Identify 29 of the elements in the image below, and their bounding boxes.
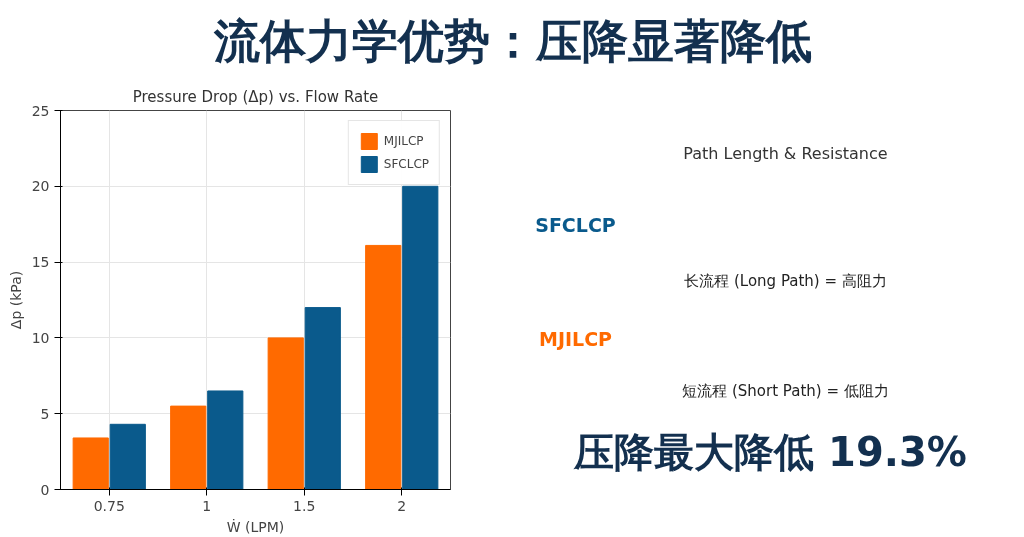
y-tick-label: 10 <box>31 329 50 346</box>
y-tick-label: 0 <box>40 481 50 498</box>
bar <box>109 423 146 490</box>
x-tick-label: 2 <box>397 497 407 514</box>
bar <box>267 337 304 490</box>
text: 流体力学优势：压降显著降低 <box>212 13 812 68</box>
y-tick-label: 15 <box>31 254 50 271</box>
bar <box>170 405 207 490</box>
text: Path Length & Resistance <box>683 144 888 164</box>
text: SFCLCP <box>535 213 616 236</box>
text: 短流程 (Short Path) = 低阻力 <box>682 381 889 400</box>
chart-title: Pressure Drop (Δp) vs. Flow Rate <box>132 87 379 106</box>
legend-label: MJILCP <box>383 134 424 148</box>
x-tick-label: 1.5 <box>293 497 316 514</box>
bar <box>304 307 341 490</box>
x-axis-title: Ẇ (LPM) <box>226 517 285 535</box>
bar <box>72 437 109 490</box>
x-tick-label: 1 <box>202 497 212 514</box>
bar <box>365 244 402 490</box>
legend-label: SFCLCP <box>383 157 429 171</box>
text: MJILCP <box>538 327 613 350</box>
y-tick-label: 5 <box>40 405 50 422</box>
y-tick-label: 20 <box>31 178 50 195</box>
text: 压降最大降低 19.3% <box>573 429 967 476</box>
text: 长流程 (Long Path) = 高阻力 <box>684 271 887 290</box>
bar <box>207 390 244 490</box>
y-axis-title: Δp (kPa) <box>7 270 24 330</box>
x-tick-label: 0.75 <box>93 497 125 514</box>
y-tick-label: 25 <box>31 102 50 119</box>
